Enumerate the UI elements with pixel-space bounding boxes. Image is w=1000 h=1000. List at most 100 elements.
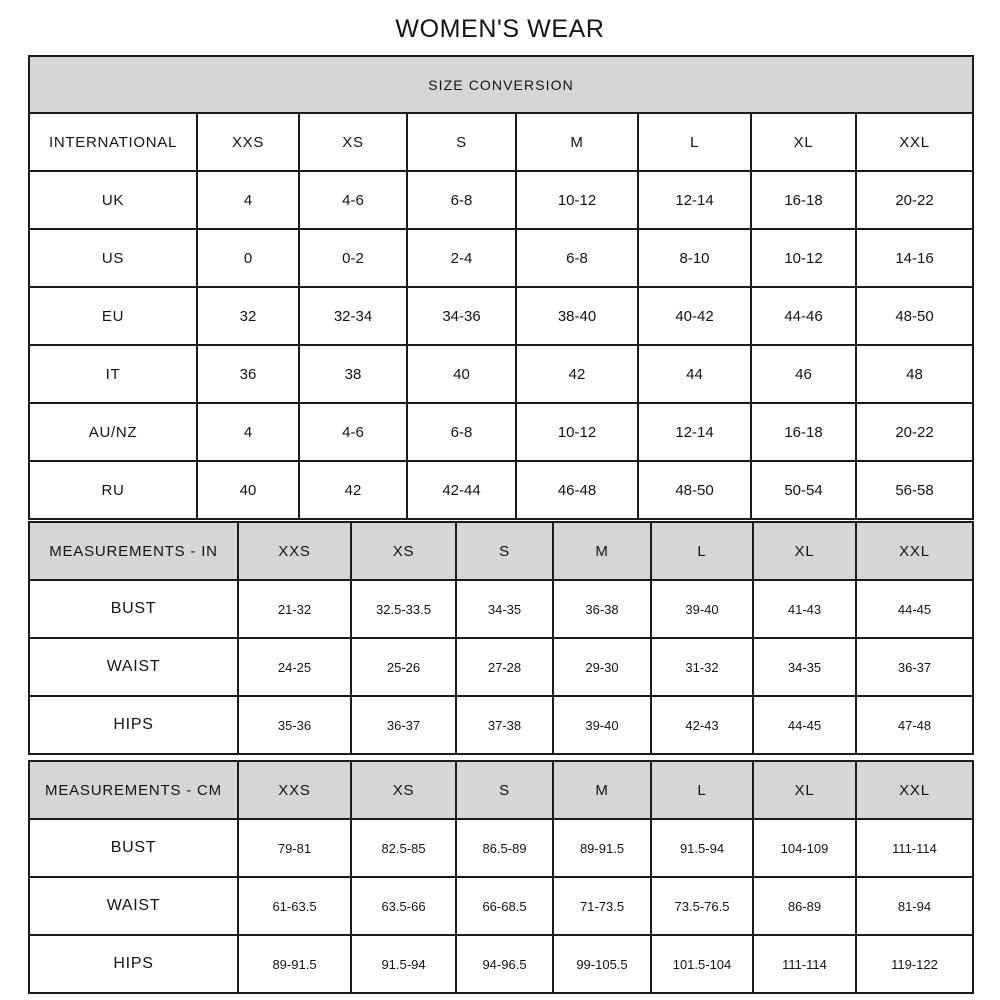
table-cell: 66-68.5 xyxy=(455,876,554,936)
table-cell: 63.5-66 xyxy=(350,876,457,936)
table-cell: 89-91.5 xyxy=(552,818,652,878)
table-cell: 21-32 xyxy=(237,579,352,639)
table-row: IT 36 38 40 42 44 46 48 xyxy=(28,344,975,404)
table-cell: 8-10 xyxy=(637,228,752,288)
column-header-xxs: XXS xyxy=(237,760,352,820)
table-row: EU 32 32-34 34-36 38-40 40-42 44-46 48-5… xyxy=(28,286,975,346)
column-header-xxs: XXS xyxy=(196,112,300,172)
table-cell: 2-4 xyxy=(406,228,517,288)
page-title: WOMEN'S WEAR xyxy=(395,15,605,43)
table-cell: 48-50 xyxy=(854,286,975,346)
table-header-row: MEASUREMENTS - IN XXS XS S M L XL XXL xyxy=(28,521,974,581)
table-cell: 119-122 xyxy=(855,934,974,994)
table-row: WAIST 24-25 25-26 27-28 29-30 31-32 34-3… xyxy=(28,637,974,697)
table-cell: 48-50 xyxy=(637,460,752,520)
table-cell: 24-25 xyxy=(237,637,352,697)
table-cell: 44 xyxy=(637,344,752,404)
column-header-international: INTERNATIONAL xyxy=(28,112,198,172)
table-cell: 4 xyxy=(196,170,300,230)
column-header-s: S xyxy=(455,760,554,820)
measurements-centimeters-table: MEASUREMENTS - CM XXS XS S M L XL XXL BU… xyxy=(28,760,974,994)
table-row: RU 40 42 42-44 46-48 48-50 50-54 56-58 xyxy=(28,460,975,520)
table-band-row: SIZE CONVERSION xyxy=(27,55,975,114)
table-cell: 10-12 xyxy=(750,228,857,288)
table-cell: 89-91.5 xyxy=(237,934,352,994)
table-cell: 34-35 xyxy=(455,579,554,639)
table-cell: 16-18 xyxy=(750,402,857,462)
table-cell: 79-81 xyxy=(237,818,352,878)
table-cell: 47-48 xyxy=(855,695,974,755)
table-cell: 44-45 xyxy=(752,695,857,755)
table-cell: 20-22 xyxy=(854,402,975,462)
column-header-xxs: XXS xyxy=(237,521,352,581)
table-cell: 0 xyxy=(196,228,300,288)
table-cell: 86.5-89 xyxy=(455,818,554,878)
column-header-l: L xyxy=(637,112,752,172)
table-cell: 40 xyxy=(196,460,300,520)
table-cell: 32 xyxy=(196,286,300,346)
table-cell: 35-36 xyxy=(237,695,352,755)
table-cell: 73.5-76.5 xyxy=(650,876,754,936)
table-cell: 82.5-85 xyxy=(350,818,457,878)
table-cell: 40-42 xyxy=(637,286,752,346)
table-cell: 50-54 xyxy=(750,460,857,520)
table-cell: 32-34 xyxy=(298,286,408,346)
table-cell: 42-43 xyxy=(650,695,754,755)
column-header-xs: XS xyxy=(350,760,457,820)
table-cell: 91.5-94 xyxy=(650,818,754,878)
column-header-s: S xyxy=(455,521,554,581)
table-cell: 36-38 xyxy=(552,579,652,639)
table-row: HIPS 89-91.5 91.5-94 94-96.5 99-105.5 10… xyxy=(28,934,974,994)
column-header-xs: XS xyxy=(350,521,457,581)
table-row: HIPS 35-36 36-37 37-38 39-40 42-43 44-45… xyxy=(28,695,974,755)
row-label: IT xyxy=(28,344,198,404)
column-header-xl: XL xyxy=(752,521,857,581)
table-cell: 42 xyxy=(298,460,408,520)
table-cell: 36 xyxy=(196,344,300,404)
table-header-row: MEASUREMENTS - CM XXS XS S M L XL XXL xyxy=(28,760,974,820)
column-header-xs: XS xyxy=(298,112,408,172)
column-header-m: M xyxy=(552,760,652,820)
table-header-row: INTERNATIONAL XXS XS S M L XL XXL xyxy=(28,112,975,172)
column-header-measurements-in: MEASUREMENTS - IN xyxy=(28,521,239,581)
row-label: HIPS xyxy=(28,695,239,755)
table-cell: 6-8 xyxy=(406,170,517,230)
row-label: HIPS xyxy=(28,934,239,994)
row-label: EU xyxy=(28,286,198,346)
table-cell: 34-35 xyxy=(752,637,857,697)
table-cell: 40 xyxy=(406,344,517,404)
table-cell: 16-18 xyxy=(750,170,857,230)
table-row: AU/NZ 4 4-6 6-8 10-12 12-14 16-18 20-22 xyxy=(28,402,975,462)
table-row: WAIST 61-63.5 63.5-66 66-68.5 71-73.5 73… xyxy=(28,876,974,936)
column-header-m: M xyxy=(515,112,639,172)
table-cell: 38 xyxy=(298,344,408,404)
table-cell: 91.5-94 xyxy=(350,934,457,994)
table-cell: 34-36 xyxy=(406,286,517,346)
table-row: BUST 21-32 32.5-33.5 34-35 36-38 39-40 4… xyxy=(28,579,974,639)
row-label: RU xyxy=(28,460,198,520)
column-header-s: S xyxy=(406,112,517,172)
table-row: UK 4 4-6 6-8 10-12 12-14 16-18 20-22 xyxy=(28,170,975,230)
size-conversion-table: SIZE CONVERSION INTERNATIONAL XXS XS S M… xyxy=(27,55,975,520)
table-cell: 36-37 xyxy=(350,695,457,755)
table-cell: 56-58 xyxy=(854,460,975,520)
table-cell: 86-89 xyxy=(752,876,857,936)
table-cell: 39-40 xyxy=(650,579,754,639)
table-cell: 46 xyxy=(750,344,857,404)
table-cell: 99-105.5 xyxy=(552,934,652,994)
table-cell: 41-43 xyxy=(752,579,857,639)
table-cell: 48 xyxy=(854,344,975,404)
column-header-l: L xyxy=(650,760,754,820)
measurements-inches-table: MEASUREMENTS - IN XXS XS S M L XL XXL BU… xyxy=(28,521,974,755)
column-header-l: L xyxy=(650,521,754,581)
table-cell: 111-114 xyxy=(752,934,857,994)
table-row: US 0 0-2 2-4 6-8 8-10 10-12 14-16 xyxy=(28,228,975,288)
table-cell: 38-40 xyxy=(515,286,639,346)
table-cell: 44-46 xyxy=(750,286,857,346)
table-cell: 37-38 xyxy=(455,695,554,755)
table-cell: 10-12 xyxy=(515,402,639,462)
row-label: BUST xyxy=(28,579,239,639)
column-header-xxl: XXL xyxy=(855,521,974,581)
row-label: BUST xyxy=(28,818,239,878)
